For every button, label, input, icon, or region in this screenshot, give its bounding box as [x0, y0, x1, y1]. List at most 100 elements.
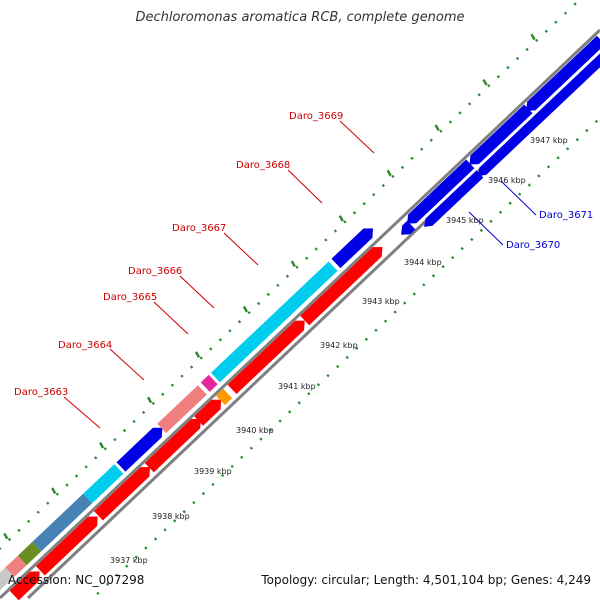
gene-block-grey: [0, 567, 15, 591]
tick-minor: [46, 501, 50, 505]
tick-minor: [55, 492, 60, 496]
tick-major: [434, 124, 440, 132]
tick-minor: [180, 374, 184, 378]
tick-minor: [419, 147, 424, 151]
tick-minor-inner: [460, 246, 464, 251]
tick-minor: [391, 174, 395, 179]
gene-label: Daro_3671: [539, 210, 593, 221]
tick-minor-inner: [441, 265, 445, 269]
tick-minor: [199, 356, 203, 360]
tick-minor-inner: [288, 410, 292, 414]
tick-minor: [439, 129, 443, 133]
tick-minor: [333, 229, 338, 233]
gene-block-salmon-2: [157, 385, 207, 434]
kbp-label: 3943 kbp: [362, 297, 400, 306]
tick-minor: [362, 202, 366, 206]
tick-minor-inner: [182, 510, 186, 514]
kbp-label: 3944 kbp: [404, 258, 442, 267]
tick-minor: [487, 84, 491, 88]
gene-block-olive: [17, 541, 42, 566]
kbp-label: 3939 kbp: [194, 467, 232, 476]
tick-minor-inner: [144, 546, 148, 550]
tick-minor-inner: [115, 573, 119, 577]
tick-minor: [515, 56, 520, 61]
leader-line: [468, 211, 504, 246]
tick-minor: [372, 192, 376, 197]
tick-minor-inner: [125, 564, 129, 568]
tick-minor: [103, 447, 107, 451]
tick-minor-inner: [585, 128, 589, 133]
tick-minor: [324, 238, 328, 242]
tick-minor-inner: [393, 310, 397, 314]
tick-minor-inner: [335, 364, 340, 369]
gene-block-cyan: [83, 464, 124, 504]
tick-minor: [535, 38, 539, 43]
tick-major: [194, 351, 201, 358]
tick-minor-inner: [307, 392, 311, 396]
tick-minor-inner: [278, 419, 282, 423]
leader-line: [153, 301, 189, 335]
tick-minor-inner: [230, 464, 234, 469]
tick-minor-inner: [403, 301, 407, 305]
tick-minor: [228, 329, 232, 333]
kbp-label: 3942 kbp: [320, 341, 358, 350]
tick-minor: [7, 537, 12, 542]
tick-minor: [122, 428, 127, 433]
tick-minor: [477, 93, 481, 97]
tick-minor: [161, 392, 165, 396]
gene-block-red-4: [144, 418, 201, 473]
tick-minor-inner: [412, 292, 416, 296]
tick-minor-inner: [566, 147, 570, 151]
tick-minor: [544, 29, 548, 33]
tick-minor: [132, 419, 136, 424]
tick-minor-inner: [201, 491, 206, 496]
kbp-label: 3947 kbp: [530, 136, 568, 145]
gene-block-blue-5: [469, 104, 533, 165]
tick-minor: [94, 456, 98, 460]
tick-minor-inner: [422, 283, 426, 287]
leader-line: [287, 169, 323, 204]
tick-minor-inner: [297, 401, 301, 405]
tick-minor-inner: [134, 555, 138, 559]
tick-minor-inner: [450, 255, 455, 260]
tick-minor: [113, 437, 117, 442]
tick-minor: [257, 301, 261, 306]
tick-minor: [352, 211, 357, 215]
kbp-labels: 3937 kbp 3938 kbp 3939 kbp 3940 kbp 3941 kbp…: [110, 136, 568, 565]
tick-minor-inner: [163, 528, 167, 532]
gene-label: Daro_3669: [289, 111, 343, 122]
kbp-label: 3940 kbp: [236, 426, 274, 435]
gene-block-red-2: [35, 516, 98, 576]
kbp-label: 3937 kbp: [110, 556, 148, 565]
tick-minor: [295, 265, 299, 269]
tick-minor-inner: [172, 519, 177, 523]
gene-label: Daro_3670: [506, 240, 560, 251]
backbone-line-outer: [0, 28, 600, 600]
tick-minor: [285, 274, 290, 278]
gene-block-magenta: [200, 374, 218, 392]
kbp-label: 3946 kbp: [488, 176, 526, 185]
tick-minor-inner: [383, 319, 388, 323]
tick-minor-inner: [96, 591, 100, 596]
gene-block-salmon: [5, 555, 27, 577]
tick-minor-inner: [268, 428, 273, 432]
gene-label: Daro_3666: [128, 266, 182, 277]
tick-minor: [525, 47, 529, 52]
gene-block-orange: [216, 388, 233, 405]
tick-major: [242, 305, 249, 313]
leader-line: [109, 348, 145, 381]
tick-minor: [276, 283, 280, 288]
tick-major: [3, 532, 9, 540]
gene-label: Daro_3667: [172, 223, 226, 234]
gene-label: Daro_3663: [14, 387, 68, 398]
gene-block-blue-4: [407, 159, 475, 224]
tick-minor: [573, 2, 577, 6]
tick-minor: [496, 75, 500, 79]
tick-minor-inner: [220, 473, 225, 478]
tick-minor-inner: [498, 210, 503, 214]
tick-minor: [467, 102, 472, 106]
tick-minor-inner: [594, 119, 599, 124]
gene-block-blue: [116, 427, 163, 472]
